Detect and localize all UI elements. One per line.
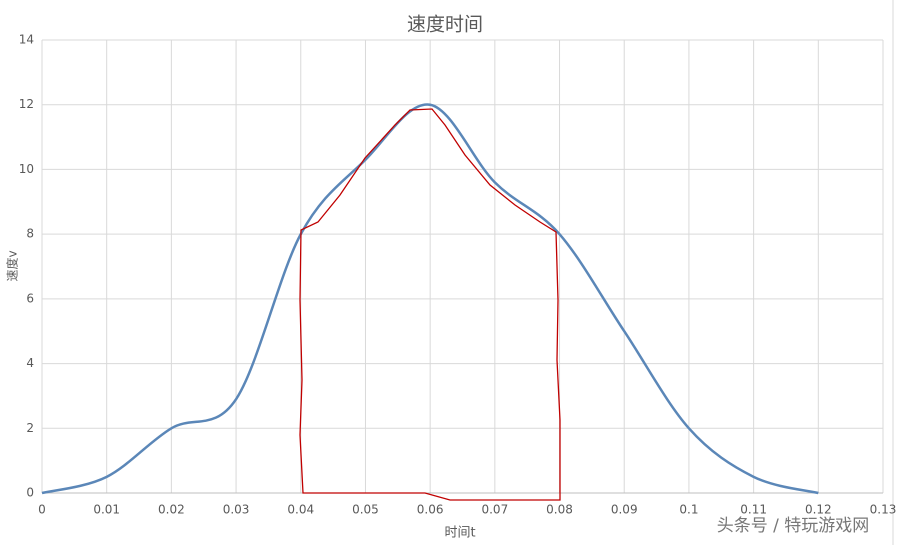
x-tick-label: 0.01: [93, 503, 120, 517]
x-tick-label: 0.04: [287, 503, 314, 517]
plot-area: 0 2 4 6 8 10 12 14 0 0.01 0.02 0.03 0.04 0.05 0.06 0.07…: [19, 33, 897, 517]
y-axis-label: 速度v: [5, 250, 20, 281]
x-tick-label: 0.12: [805, 503, 832, 517]
x-axis-label: 时间t: [444, 526, 475, 541]
x-tick-label: 0: [38, 503, 46, 517]
hand-drawn-annotation: [299, 108, 561, 501]
watermark: 头条号 / 特玩游戏网: [717, 516, 870, 536]
y-tick-label: 12: [19, 97, 34, 111]
x-tick-label: 0.07: [481, 503, 508, 517]
x-tick-label: 0.1: [679, 503, 698, 517]
y-tick-label: 14: [19, 33, 34, 47]
chart-title: 速度时间: [407, 14, 483, 36]
x-tick-label: 0.08: [546, 503, 573, 517]
x-tick-label: 0.06: [417, 503, 444, 517]
x-tick-label: 0.09: [611, 503, 638, 517]
x-tick-label: 0.11: [740, 503, 767, 517]
x-tick-label: 0.05: [352, 503, 379, 517]
y-tick-label: 8: [26, 227, 34, 241]
data-line: [41, 103, 819, 495]
x-tick-label: 0.03: [223, 503, 250, 517]
y-tick-label: 0: [26, 486, 34, 500]
y-tick-label: 6: [26, 291, 34, 305]
x-tick-label: 0.13: [870, 503, 897, 517]
y-tick-label: 2: [26, 421, 34, 435]
y-tick-label: 4: [26, 356, 34, 370]
y-tick-label: 10: [19, 162, 34, 176]
x-tick-label: 0.02: [158, 503, 185, 517]
